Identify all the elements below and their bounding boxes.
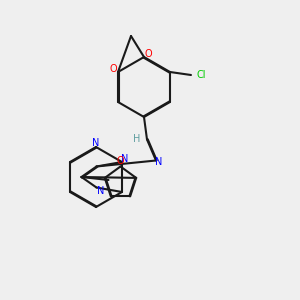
Text: O: O — [145, 49, 152, 59]
Text: N: N — [92, 137, 100, 148]
Text: O: O — [117, 155, 124, 166]
Text: N: N — [121, 154, 129, 164]
Text: Cl: Cl — [197, 70, 206, 80]
Text: H: H — [133, 134, 140, 145]
Text: N: N — [155, 157, 163, 167]
Text: O: O — [110, 64, 117, 74]
Text: N: N — [97, 185, 105, 196]
